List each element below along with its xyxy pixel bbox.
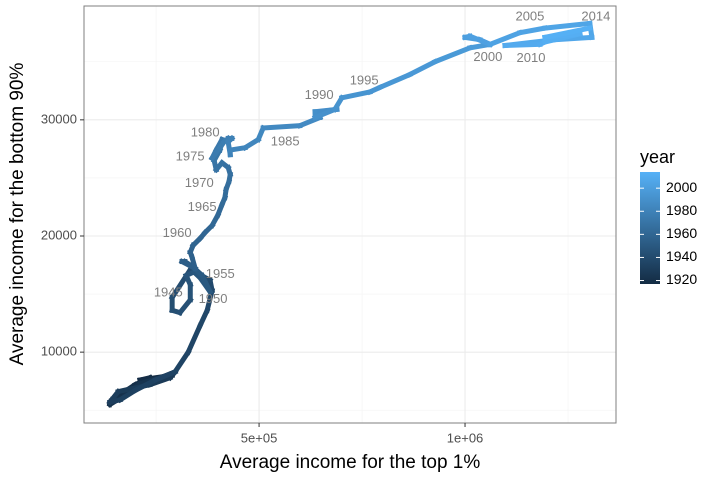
path-segment — [376, 71, 414, 91]
y-axis-title: Average income for the bottom 90% — [7, 63, 28, 366]
path-segment — [311, 106, 339, 121]
path-segment — [196, 307, 211, 329]
path-segment — [151, 368, 179, 384]
x-tick-label: 5e+05 — [241, 430, 278, 445]
legend-title: year — [640, 147, 675, 167]
y-tick-label: 10000 — [41, 344, 77, 359]
panel — [84, 6, 616, 423]
colorbar-label: 1980 — [666, 202, 697, 218]
point-label: 1960 — [163, 225, 192, 240]
path-segment — [406, 58, 439, 78]
x-axis-title: Average income for the top 1% — [220, 452, 481, 473]
colorbar-label: 1960 — [666, 225, 697, 241]
point-label: 2014 — [581, 9, 610, 24]
point-label: 1945 — [154, 284, 183, 299]
path-segment — [171, 348, 192, 376]
y-tick-label: 20000 — [41, 227, 77, 242]
path-segment — [486, 29, 524, 48]
point-label: 1980 — [191, 124, 220, 139]
path-segment — [184, 322, 204, 356]
path-segment — [338, 88, 373, 101]
point-label: 1995 — [350, 73, 379, 88]
path-segment — [542, 20, 593, 31]
point-label: 1975 — [176, 149, 205, 164]
colorbar-label: 1940 — [666, 248, 697, 264]
path-segment — [260, 122, 303, 131]
point-label: 2000 — [473, 49, 502, 64]
point-label: 1985 — [271, 133, 300, 148]
path-segment — [516, 25, 548, 36]
colorbar-label: 2000 — [666, 179, 697, 195]
point-label: 1970 — [185, 175, 214, 190]
panel-border — [83, 5, 617, 424]
path-segment — [131, 376, 159, 394]
path-segment — [541, 25, 593, 41]
path-segment — [198, 272, 214, 296]
colorbar — [640, 172, 660, 284]
point-label: 2010 — [517, 50, 546, 65]
y-tick-label: 30000 — [41, 111, 77, 126]
x-tick-label: 1e+06 — [447, 430, 484, 445]
path-segment — [502, 41, 543, 49]
point-label: 2005 — [515, 9, 544, 24]
point-label: 1965 — [188, 199, 217, 214]
path-segment — [116, 387, 139, 404]
point-label: 1990 — [305, 87, 334, 102]
path-segment — [466, 32, 494, 48]
point-label: 1950 — [199, 291, 228, 306]
colorbar-label: 1920 — [666, 271, 697, 287]
path-segment — [431, 44, 474, 66]
point-label: 1955 — [206, 266, 235, 281]
